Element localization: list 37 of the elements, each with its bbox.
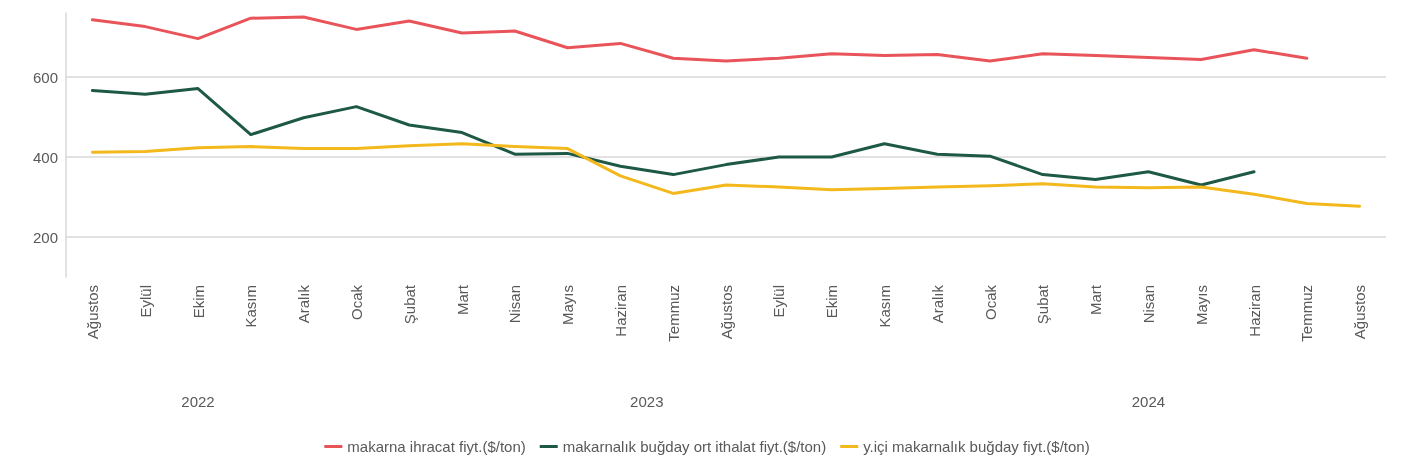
x-tick-label: Ağustos xyxy=(717,285,735,340)
x-tick-label: Ekim xyxy=(189,285,207,319)
x-tick-label: Ağustos xyxy=(83,285,101,340)
text: 2022 xyxy=(181,392,215,410)
line-series xyxy=(90,15,1309,63)
x-tick-label: Kasım xyxy=(242,285,260,328)
x-tick-label: Eylül xyxy=(136,285,154,318)
x-tick-label: Haziran xyxy=(611,285,629,337)
x-tick-label: Ocak xyxy=(347,284,365,321)
x-tick-label: Aralık xyxy=(295,284,313,324)
x-tick-label: Şubat xyxy=(1034,284,1052,325)
x-tick-label: Eylül xyxy=(770,285,788,318)
legend-label: makarnalık buğday ort ithalat fiyt.($/ton) xyxy=(562,438,827,455)
x-tick-label: Ağustos xyxy=(1351,285,1369,340)
line-series xyxy=(90,87,1256,187)
x-tick-label: Mart xyxy=(1087,284,1105,315)
y-tick-label: 200 xyxy=(32,228,58,246)
text: 2024 xyxy=(1131,392,1166,410)
x-tick-label: Mayıs xyxy=(559,285,577,326)
x-tick-label: Mayıs xyxy=(1192,285,1210,326)
x-tick-label: Aralık xyxy=(928,284,946,324)
text: 2023 xyxy=(630,392,664,410)
x-tick-label: Temmuz xyxy=(664,285,682,342)
x-tick-label: Nisan xyxy=(1139,285,1157,324)
x-tick-label: Haziran xyxy=(1245,285,1263,337)
y-tick-label: 400 xyxy=(32,148,58,166)
legend-label: makarna ihracat fiyt.($/ton) xyxy=(347,438,526,455)
x-tick-label: Ekim xyxy=(823,285,841,319)
x-tick-label: Nisan xyxy=(506,285,524,324)
legend-label: y.içi makarnalık buğday fiyt.($/ton) xyxy=(863,438,1090,455)
x-tick-label: Ocak xyxy=(981,284,999,321)
x-tick-label: Mart xyxy=(453,284,471,315)
line-series xyxy=(90,142,1362,208)
x-tick-label: Temmuz xyxy=(1298,285,1316,342)
x-tick-label: Kasım xyxy=(875,285,893,328)
x-tick-label: Şubat xyxy=(400,284,418,325)
y-tick-label: 600 xyxy=(32,68,58,86)
